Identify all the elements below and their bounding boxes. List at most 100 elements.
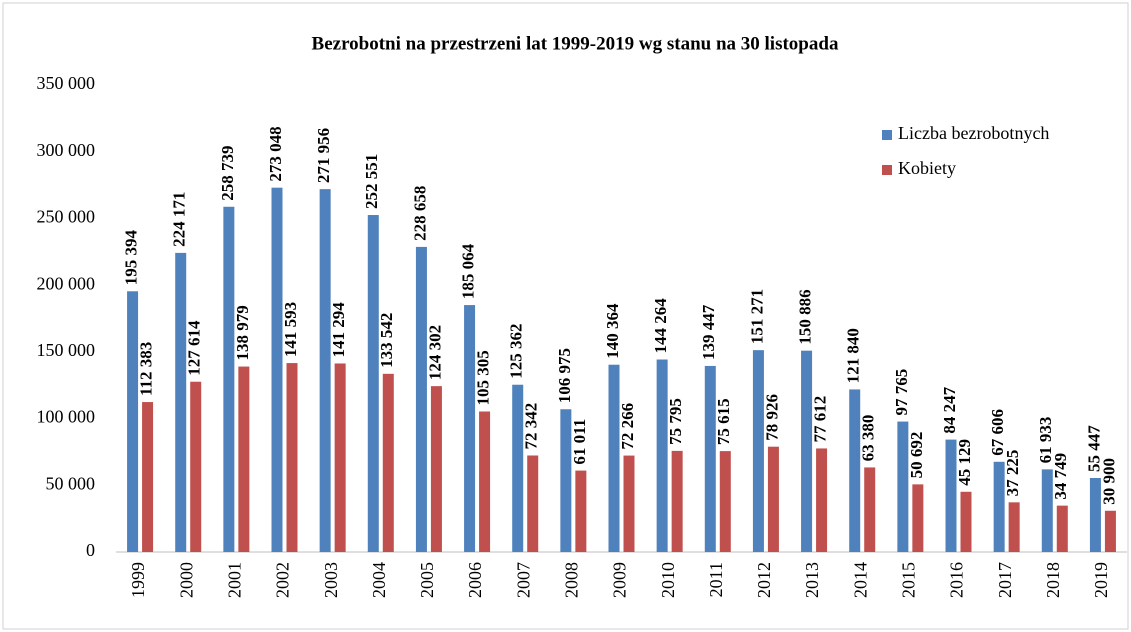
bar: [175, 252, 187, 552]
x-tick-label: 2019: [1091, 562, 1111, 598]
bar: [656, 359, 668, 552]
bar: [223, 206, 235, 552]
x-tick-label: 2009: [610, 562, 630, 598]
bar: [367, 215, 379, 552]
y-tick-label: 150 000: [37, 340, 96, 360]
x-tick-label: 2010: [658, 562, 678, 598]
bar: [415, 246, 427, 552]
value-label: 63 380: [859, 415, 878, 462]
x-tick-label: 2016: [947, 562, 967, 598]
legend-label: Liczba bezrobotnych: [898, 123, 1049, 143]
value-label: 224 171: [170, 192, 189, 247]
y-tick-label: 300 000: [37, 140, 96, 160]
x-tick-label: 2001: [224, 562, 244, 598]
bar: [801, 350, 813, 552]
value-label: 75 795: [666, 398, 685, 445]
value-label: 150 886: [795, 289, 814, 344]
bar: [816, 448, 828, 552]
value-label: 141 294: [329, 302, 348, 358]
value-label: 138 979: [233, 305, 252, 360]
value-label: 37 225: [1003, 450, 1022, 497]
y-tick-label: 50 000: [46, 473, 96, 493]
x-tick-label: 2018: [1043, 562, 1063, 598]
bar: [993, 461, 1005, 552]
x-tick-label: 2015: [898, 562, 918, 598]
value-label: 141 593: [281, 302, 300, 357]
legend-swatch: [882, 130, 892, 140]
x-tick-label: 2008: [561, 562, 581, 598]
bar: [142, 402, 154, 552]
bar: [752, 350, 764, 552]
bar: [1008, 502, 1020, 552]
x-tick-label: 2000: [176, 562, 196, 598]
x-tick-label: 2017: [995, 562, 1015, 598]
bar: [864, 467, 876, 552]
value-label: 127 614: [185, 320, 204, 376]
value-label: 139 447: [699, 304, 718, 360]
value-label: 151 271: [747, 289, 766, 344]
bar: [560, 409, 572, 552]
bar: [382, 373, 394, 552]
bar: [430, 386, 442, 552]
bar: [271, 187, 283, 552]
x-tick-label: 2011: [706, 562, 726, 597]
bar: [512, 384, 524, 552]
bar: [960, 491, 972, 552]
value-label: 67 606: [988, 409, 1007, 456]
bar: [704, 365, 716, 552]
x-tick-label: 2013: [802, 562, 822, 598]
bar: [334, 363, 346, 552]
bar: [575, 470, 587, 552]
value-label: 50 692: [907, 432, 926, 479]
value-label: 195 394: [121, 230, 140, 286]
bar: [1041, 469, 1053, 552]
value-label: 273 048: [266, 126, 285, 181]
value-label: 140 364: [603, 303, 622, 359]
chart-title: Bezrobotni na przestrzeni lat 1999-2019 …: [312, 33, 839, 54]
bar: [479, 411, 491, 552]
bar: [767, 446, 779, 552]
bar: [608, 364, 620, 552]
x-tick-label: 2002: [273, 562, 293, 598]
legend-label: Kobiety: [898, 158, 956, 178]
bar: [527, 455, 539, 552]
bar: [623, 455, 635, 552]
bar: [319, 189, 331, 552]
value-label: 144 264: [651, 298, 670, 354]
bar: [897, 421, 909, 552]
bar: [945, 439, 957, 552]
y-tick-label: 350 000: [37, 73, 96, 93]
y-tick-label: 250 000: [37, 207, 96, 227]
value-label: 61 011: [570, 419, 589, 465]
value-label: 271 956: [314, 128, 333, 183]
x-tick-label: 1999: [128, 562, 148, 598]
x-tick-label: 2003: [321, 562, 341, 598]
value-label: 124 302: [425, 325, 444, 380]
value-label: 84 247: [940, 386, 959, 433]
x-tick-label: 2005: [417, 562, 437, 598]
value-label: 75 615: [714, 398, 733, 445]
bar: [286, 363, 298, 552]
bar: [238, 366, 250, 552]
bar: [719, 451, 731, 552]
y-tick-label: 200 000: [37, 273, 96, 293]
bar: [1104, 510, 1116, 552]
value-label: 72 266: [618, 403, 637, 450]
value-label: 97 765: [892, 369, 911, 416]
value-label: 105 305: [473, 350, 492, 405]
value-label: 55 447: [1084, 425, 1103, 472]
y-tick-label: 100 000: [37, 407, 96, 427]
value-label: 45 129: [955, 439, 974, 486]
value-label: 34 749: [1051, 453, 1070, 500]
x-tick-label: 2014: [850, 562, 870, 598]
x-tick-label: 2004: [369, 562, 389, 598]
value-label: 77 612: [810, 396, 829, 443]
bar: [1089, 478, 1101, 552]
value-label: 228 658: [410, 186, 429, 241]
x-tick-label: 2006: [465, 562, 485, 598]
value-label: 258 739: [218, 146, 237, 201]
bar: [849, 389, 861, 552]
bar: [190, 381, 202, 552]
